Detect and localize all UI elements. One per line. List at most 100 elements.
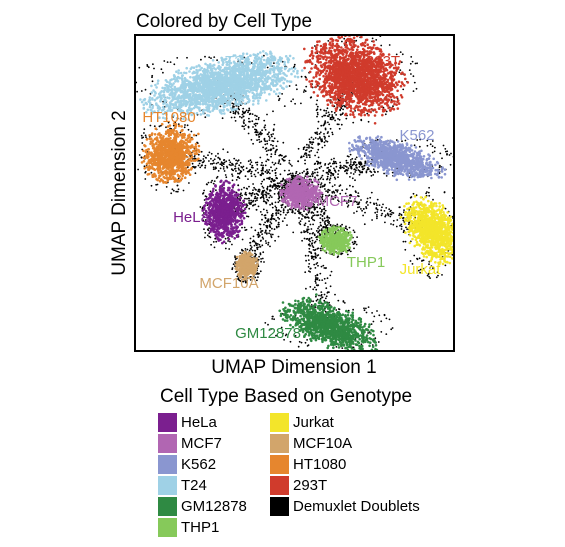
- doublet-point: [403, 229, 405, 232]
- doublet-point: [305, 168, 308, 171]
- doublet-point: [271, 315, 274, 318]
- doublet-point: [337, 255, 340, 258]
- doublet-point: [371, 219, 373, 221]
- doublet-point: [262, 196, 265, 199]
- doublet-point: [260, 193, 263, 195]
- doublet-point: [266, 188, 269, 191]
- doublet-point: [204, 236, 206, 239]
- doublet-point: [416, 258, 419, 261]
- doublet-point: [248, 199, 251, 202]
- doublet-point: [312, 223, 314, 226]
- doublet-point: [330, 270, 333, 273]
- doublet-point: [330, 174, 332, 177]
- doublet-point: [390, 223, 392, 225]
- doublet-point: [300, 231, 303, 234]
- doublet-point: [392, 219, 395, 222]
- doublet-point: [311, 147, 314, 150]
- doublet-point: [444, 264, 447, 267]
- doublet-point: [248, 109, 251, 111]
- doublet-point: [409, 196, 412, 199]
- cluster-point: [247, 97, 250, 101]
- doublet-point: [409, 62, 412, 65]
- doublet-point: [213, 162, 215, 165]
- doublet-point: [370, 174, 373, 177]
- cluster-point: [256, 52, 260, 56]
- doublet-point: [252, 166, 254, 169]
- doublet-point: [372, 168, 375, 171]
- cluster-point: [181, 78, 184, 81]
- doublet-point: [322, 178, 325, 181]
- doublet-point: [262, 198, 265, 200]
- doublet-point: [305, 156, 308, 159]
- doublet-point: [271, 212, 274, 215]
- doublet-point: [266, 113, 268, 116]
- doublet-point: [426, 139, 429, 142]
- doublet-point: [382, 203, 384, 206]
- cluster-point: [296, 69, 299, 73]
- doublet-point: [418, 257, 421, 260]
- doublet-point: [247, 111, 249, 114]
- doublet-point: [419, 138, 422, 141]
- cluster-point: [260, 55, 264, 59]
- cluster-point: [211, 59, 215, 62]
- cluster-point: [248, 78, 252, 81]
- doublet-point: [247, 215, 250, 218]
- cluster-point: [154, 91, 157, 95]
- doublet-point: [198, 162, 201, 165]
- doublet-point: [369, 170, 372, 173]
- doublet-point: [243, 125, 245, 128]
- doublet-point: [270, 143, 272, 146]
- doublet-point: [153, 67, 155, 70]
- doublet-point: [425, 192, 427, 195]
- doublet-point: [268, 169, 271, 171]
- doublet-point: [282, 211, 285, 214]
- doublet-point: [333, 157, 335, 160]
- doublet-point: [375, 202, 378, 205]
- doublet-point: [254, 249, 257, 252]
- doublet-point: [341, 223, 343, 226]
- doublet-point: [219, 163, 222, 166]
- doublet-point: [319, 177, 322, 180]
- doublet-point: [366, 200, 368, 203]
- doublet-point: [306, 231, 309, 234]
- doublet-point: [325, 267, 327, 269]
- doublet-point: [345, 117, 348, 120]
- doublet-point: [352, 173, 355, 175]
- doublet-point: [188, 182, 190, 184]
- doublet-point: [353, 231, 356, 234]
- doublet-point: [438, 166, 441, 169]
- doublet-point: [279, 210, 282, 213]
- doublet-point: [315, 299, 318, 302]
- doublet-point: [328, 217, 331, 219]
- doublet-point: [358, 206, 361, 208]
- cluster-point: [266, 87, 269, 91]
- doublet-point: [288, 162, 291, 164]
- doublet-point: [323, 123, 326, 126]
- doublet-point: [334, 293, 336, 296]
- doublet-point: [253, 240, 256, 243]
- doublet-point: [310, 149, 313, 152]
- doublet-point: [252, 204, 255, 207]
- doublet-point: [412, 90, 415, 92]
- doublet-point: [352, 243, 355, 246]
- doublet-point: [261, 194, 264, 197]
- doublet-point: [264, 124, 267, 127]
- doublet-point: [239, 252, 242, 254]
- doublet-point: [457, 210, 459, 212]
- doublet-point: [283, 105, 286, 107]
- cluster-point: [222, 109, 225, 112]
- doublet-point: [203, 189, 206, 192]
- doublet-point: [163, 60, 166, 62]
- doublet-point: [348, 164, 351, 167]
- doublet-point: [179, 117, 182, 120]
- doublet-point: [243, 186, 246, 189]
- doublet-point: [229, 161, 232, 164]
- doublet-point: [137, 168, 140, 171]
- cluster-point: [282, 87, 285, 90]
- doublet-point: [324, 164, 326, 166]
- doublet-point: [345, 225, 347, 228]
- doublet-point: [214, 237, 217, 240]
- cluster-point: [259, 79, 263, 83]
- doublet-point: [361, 171, 364, 174]
- doublet-point: [363, 307, 365, 310]
